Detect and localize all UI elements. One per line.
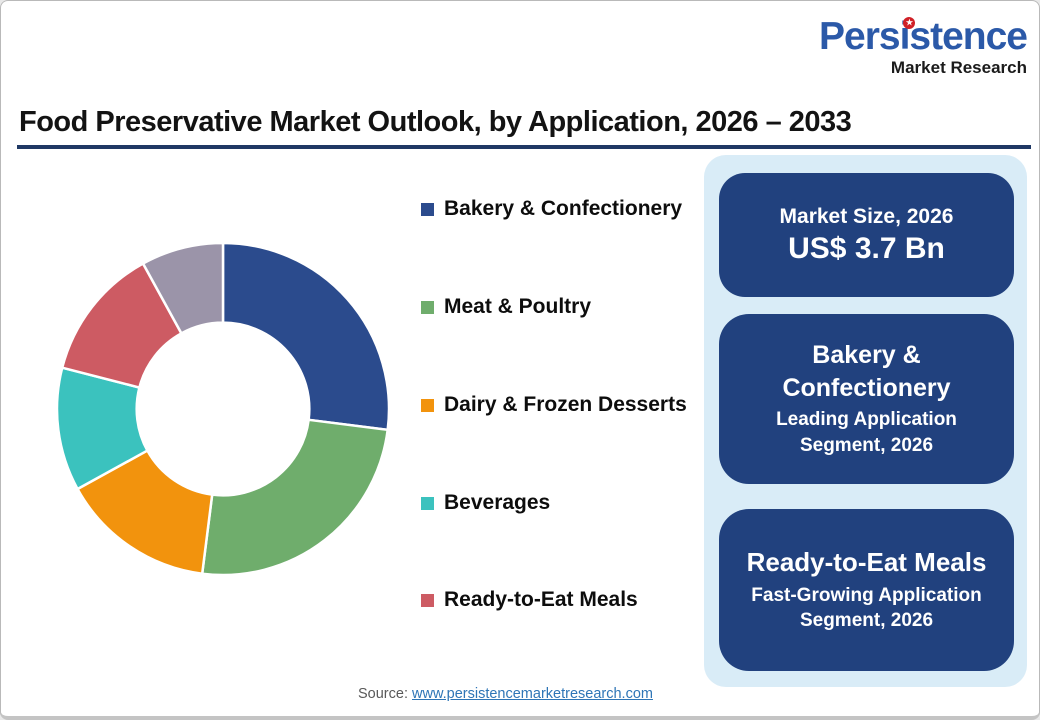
donut-chart xyxy=(55,241,391,577)
legend-item-beverages: Beverages xyxy=(421,491,550,515)
source-line: Source: www.persistencemarketresearch.co… xyxy=(358,686,653,702)
legend-item-ready-to-eat-meals: Ready-to-Eat Meals xyxy=(421,588,638,612)
fast-growing-segment-caption: Fast-Growing Application Segment, 2026 xyxy=(751,584,982,632)
leading-segment-name: Bakery & Confectionery xyxy=(782,341,951,402)
legend-swatch xyxy=(421,202,434,216)
brand-name: Persistence ★ xyxy=(819,15,1028,58)
brand-logo: Persistence ★ Market Research xyxy=(819,15,1028,78)
legend-item-bakery-confectionery: Bakery & Confectionery xyxy=(421,197,682,221)
legend-label: Beverages xyxy=(444,491,551,514)
legend-label: Meat & Poultry xyxy=(444,295,592,318)
legend-item-meat-poultry: Meat & Poultry xyxy=(421,295,591,319)
donut-segment-meat-poultry xyxy=(200,418,389,577)
brand-tagline: Market Research xyxy=(890,58,1027,77)
market-size-title: Market Size, 2026 xyxy=(779,204,954,228)
donut-segment-other xyxy=(141,241,225,335)
donut-segment-bakery-confectionery xyxy=(221,241,391,432)
source-link[interactable]: www.persistencemarketresearch.com xyxy=(412,686,653,702)
leading-segment-card: Bakery & Confectionery Leading Applicati… xyxy=(719,314,1014,484)
legend-label: Ready-to-Eat Meals xyxy=(444,588,638,611)
legend-swatch xyxy=(421,300,434,314)
legend-item-dairy-frozen-desserts: Dairy & Frozen Desserts xyxy=(421,393,687,417)
page-title: Food Preservative Market Outlook, by App… xyxy=(19,106,852,138)
market-size-card: Market Size, 2026 US$ 3.7 Bn xyxy=(719,173,1014,297)
brand-name-text: Persistence xyxy=(819,15,1028,58)
fast-growing-segment-card: Ready-to-Eat Meals Fast-Growing Applicat… xyxy=(719,509,1014,671)
fast-growing-segment-name: Ready-to-Eat Meals xyxy=(746,546,987,577)
legend-label: Dairy & Frozen Desserts xyxy=(444,393,687,416)
source-label: Source: xyxy=(358,686,408,702)
legend-label: Bakery & Confectionery xyxy=(444,197,683,220)
title-underline xyxy=(17,145,1031,149)
logo-star-dot-icon: ★ xyxy=(903,17,916,29)
legend-swatch xyxy=(421,398,434,412)
legend-swatch xyxy=(421,593,434,607)
legend-swatch xyxy=(421,496,434,510)
market-size-value: US$ 3.7 Bn xyxy=(788,231,945,265)
leading-segment-caption: Leading Application Segment, 2026 xyxy=(776,409,957,456)
highlight-panel: Market Size, 2026 US$ 3.7 Bn Bakery & Co… xyxy=(704,155,1027,687)
